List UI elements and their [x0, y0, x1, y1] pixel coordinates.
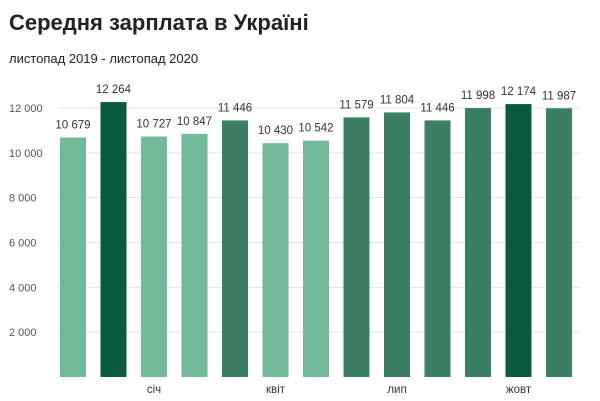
x-tick-label: жовт: [506, 384, 532, 396]
bar: [303, 140, 329, 377]
y-tick-label: 10 000: [9, 148, 43, 160]
chart-subtitle: листопад 2019 - листопад 2020: [9, 51, 199, 66]
value-label: 10 679: [55, 120, 90, 132]
bar: [424, 120, 451, 378]
value-label: 11 804: [380, 94, 415, 106]
value-label: 11 579: [339, 99, 373, 111]
y-tick-label: 12 000: [9, 103, 43, 115]
bar: [100, 102, 127, 377]
value-label: 12 174: [501, 86, 537, 98]
bar: [141, 136, 167, 377]
bar: [465, 108, 491, 377]
bar: [384, 112, 410, 377]
x-tick-label: лип: [387, 384, 406, 396]
bar: [60, 137, 86, 377]
y-tick-label: 8 000: [9, 193, 37, 205]
y-tick-label: 4 000: [9, 282, 37, 294]
value-label: 10 542: [298, 123, 333, 135]
chart-title: Середня зарплата в Україні: [9, 10, 309, 35]
value-label: 10 430: [258, 125, 293, 137]
value-label: 11 987: [542, 90, 576, 102]
y-tick-label: 6 000: [9, 238, 37, 250]
bar: [262, 143, 289, 377]
x-tick-label: січ: [147, 384, 161, 396]
value-label: 11 446: [218, 102, 252, 114]
value-label: 10 847: [177, 116, 212, 128]
bar: [505, 104, 532, 378]
y-tick-label: 2 000: [9, 327, 37, 339]
value-label: 10 727: [136, 119, 171, 131]
value-label: 11 446: [420, 102, 454, 114]
x-tick-label: квіт: [266, 384, 286, 396]
bar: [546, 108, 572, 378]
bar: [181, 133, 208, 377]
bar: [343, 117, 370, 378]
value-label: 12 264: [96, 84, 132, 96]
value-label: 11 998: [461, 90, 495, 102]
bar: [222, 120, 248, 378]
